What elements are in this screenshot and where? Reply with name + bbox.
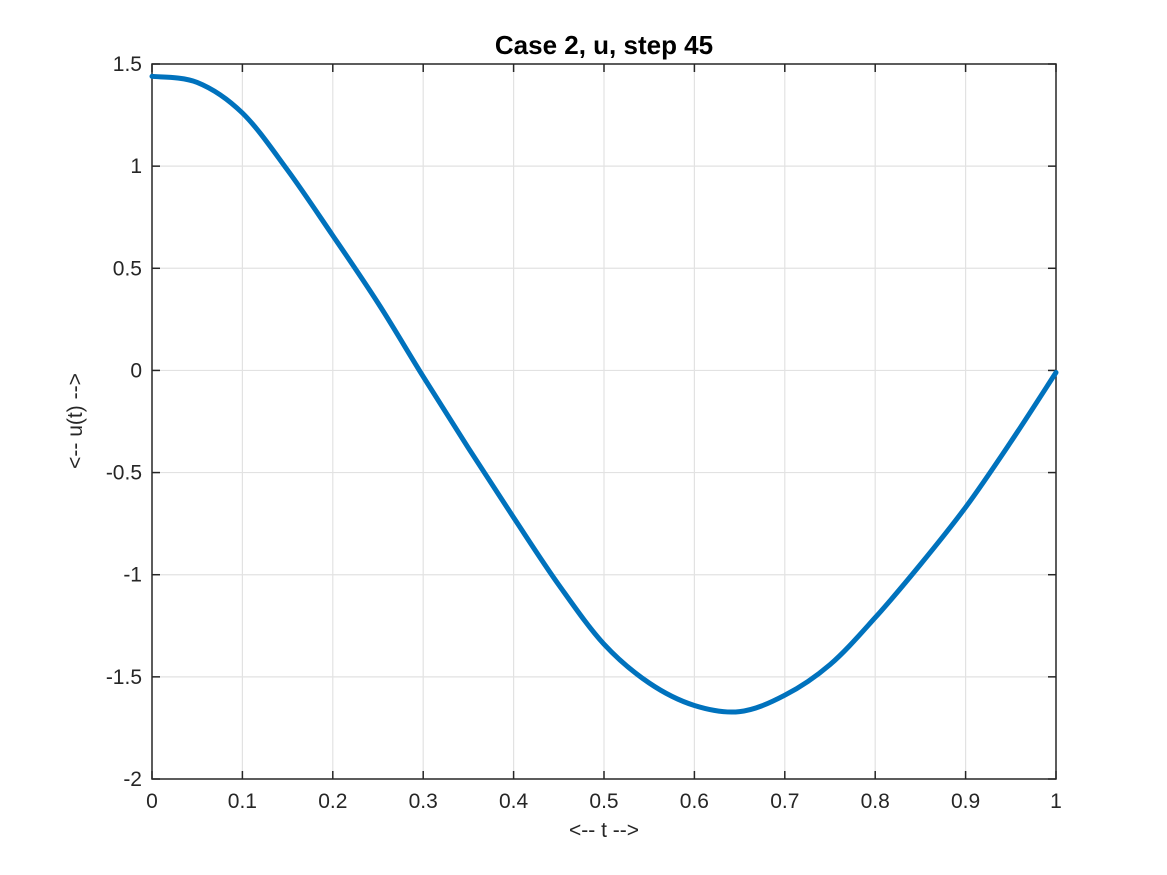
y-tick-label: 1.5 (113, 53, 142, 76)
y-tick-label: -0.5 (106, 462, 142, 485)
y-axis-label: <-- u(t) --> (64, 373, 87, 469)
x-axis-label: <-- t --> (569, 819, 639, 842)
y-tick-label: -1.5 (106, 666, 142, 689)
y-tick-labels: -2 -1.5 -1 -0.5 0 0.5 1 1.5 (106, 53, 142, 791)
x-tick-label: 0.8 (861, 790, 890, 813)
x-tick-label: 0.5 (589, 790, 618, 813)
x-tick-label: 0.9 (951, 790, 980, 813)
axis-ticks (151, 63, 1057, 780)
y-tick-label: -1 (123, 564, 142, 587)
x-tick-label: 0.3 (409, 790, 438, 813)
x-tick-label: 0.4 (499, 790, 529, 813)
chart-title: Case 2, u, step 45 (495, 30, 713, 60)
series-line-u (149, 73, 1059, 715)
x-tick-labels: 0 0.1 0.2 0.3 0.4 0.5 0.6 0.7 0.8 0.9 1 (146, 790, 1062, 813)
x-tick-label: 0.7 (770, 790, 799, 813)
y-tick-label: -2 (123, 768, 142, 791)
y-tick-label: 0.5 (113, 257, 142, 280)
grid-lines (152, 64, 1056, 779)
x-tick-label: 0.1 (228, 790, 257, 813)
y-tick-label: 1 (130, 155, 142, 178)
x-tick-label: 0.6 (680, 790, 709, 813)
x-tick-label: 0 (146, 790, 158, 813)
x-tick-label: 0.2 (318, 790, 347, 813)
x-tick-label: 1 (1050, 790, 1062, 813)
y-tick-label: 0 (130, 359, 142, 382)
